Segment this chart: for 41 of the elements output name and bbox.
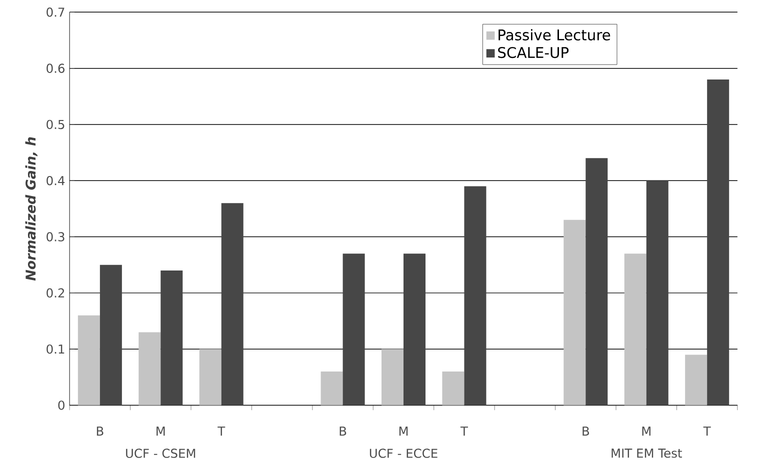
y-tick-label: 0.6 <box>46 64 64 73</box>
x-tick-label: B <box>96 426 104 436</box>
bar <box>320 372 343 406</box>
text: UCF - CSEM <box>126 448 196 458</box>
bar <box>78 315 100 406</box>
legend-label: Passive Lecture <box>498 29 610 40</box>
y-tick-label: 0.2 <box>46 288 64 298</box>
bar <box>564 220 586 406</box>
bar <box>624 254 646 406</box>
bar <box>685 354 708 406</box>
bar <box>221 203 244 406</box>
y-axis-title: Normalized Gain, h <box>25 137 38 281</box>
x-tick-label: M <box>399 426 408 436</box>
bar <box>464 186 486 406</box>
x-tick-label: T <box>460 426 468 436</box>
bar <box>646 180 668 406</box>
bar <box>342 254 365 406</box>
bar <box>382 349 404 406</box>
y-tick-label: 0.1 <box>46 344 64 354</box>
x-tick-label: M <box>642 426 650 436</box>
bar <box>442 372 464 406</box>
bar <box>586 158 608 406</box>
x-tick-label: T <box>218 426 226 436</box>
x-tick-label: B <box>340 426 346 436</box>
legend-label: SCALE-UP <box>498 46 569 58</box>
bar <box>707 80 730 406</box>
bar <box>404 254 426 406</box>
y-tick-label: 0.3 <box>46 232 64 242</box>
bar <box>160 270 183 406</box>
y-tick-label: 0 <box>58 400 64 410</box>
bar <box>138 332 161 406</box>
y-tick-label: 0.7 <box>46 7 64 17</box>
bar <box>199 349 222 406</box>
y-tick-label: 0.5 <box>46 120 64 130</box>
y-tick-label: 0.4 <box>46 176 65 186</box>
text: UCF - ECCE <box>370 448 438 458</box>
bar <box>100 264 122 406</box>
x-tick-label: T <box>703 426 711 436</box>
x-tick-label: B <box>582 426 589 436</box>
x-tick-label: M <box>156 426 165 436</box>
text: MIT EM Test <box>612 448 682 458</box>
